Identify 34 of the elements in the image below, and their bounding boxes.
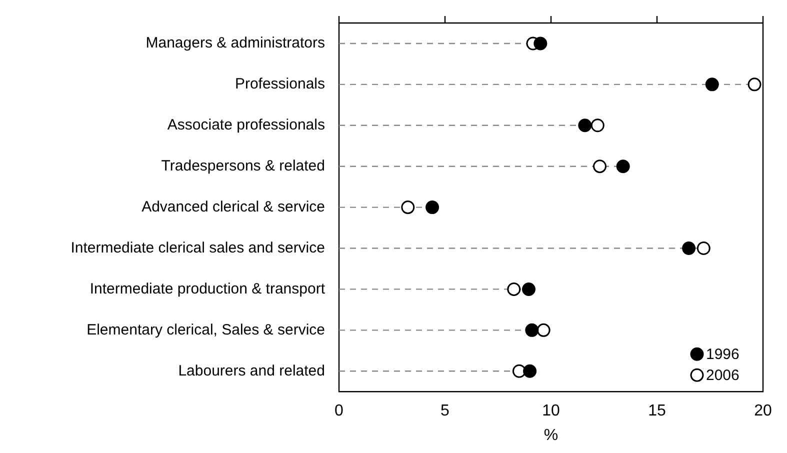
x-tick-label: 5 xyxy=(440,402,450,420)
y-tick-label: Tradespersons & related xyxy=(161,157,325,174)
point xyxy=(616,160,630,174)
y-tick-label: Labourers and related xyxy=(178,362,325,380)
x-tick-label: 20 xyxy=(754,402,772,420)
y-tick-label: Intermediate production & transport xyxy=(90,280,326,298)
point xyxy=(525,323,539,337)
point xyxy=(426,200,440,214)
point xyxy=(536,323,550,337)
y-tick-label: Associate professionals xyxy=(167,116,325,134)
y-tick-label: Professionals xyxy=(234,76,325,93)
point xyxy=(682,242,696,256)
point xyxy=(593,160,607,174)
point xyxy=(401,200,415,214)
point xyxy=(534,36,548,50)
x-tick-label: 0 xyxy=(334,402,344,420)
point xyxy=(696,242,710,256)
point xyxy=(705,78,719,92)
point xyxy=(512,364,526,378)
y-tick-label: Managers & administrators xyxy=(146,34,325,52)
legend-label: 1996 xyxy=(706,346,740,364)
x-axis-title: % xyxy=(544,426,558,444)
x-tick-label: 15 xyxy=(648,402,666,420)
point xyxy=(590,118,604,132)
point xyxy=(748,78,762,92)
y-tick-label: Intermediate clerical sales and service xyxy=(70,239,325,256)
x-tick-label: 10 xyxy=(542,402,560,420)
point xyxy=(523,364,537,378)
point xyxy=(507,282,521,296)
y-tick-label: Advanced clerical & service xyxy=(142,198,325,216)
legend-label: 2006 xyxy=(706,367,740,384)
point xyxy=(578,118,592,132)
y-tick-label: Elementary clerical, Sales & service xyxy=(86,321,325,338)
point xyxy=(522,282,536,296)
